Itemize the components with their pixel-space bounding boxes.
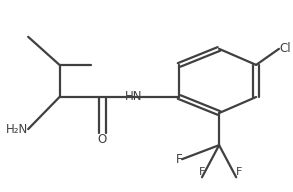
Text: Cl: Cl xyxy=(279,42,291,55)
Text: H₂N: H₂N xyxy=(6,123,28,136)
Text: F: F xyxy=(236,167,243,177)
Text: F: F xyxy=(199,167,205,177)
Text: F: F xyxy=(176,153,182,166)
Text: O: O xyxy=(98,133,107,146)
Text: HN: HN xyxy=(125,89,142,103)
